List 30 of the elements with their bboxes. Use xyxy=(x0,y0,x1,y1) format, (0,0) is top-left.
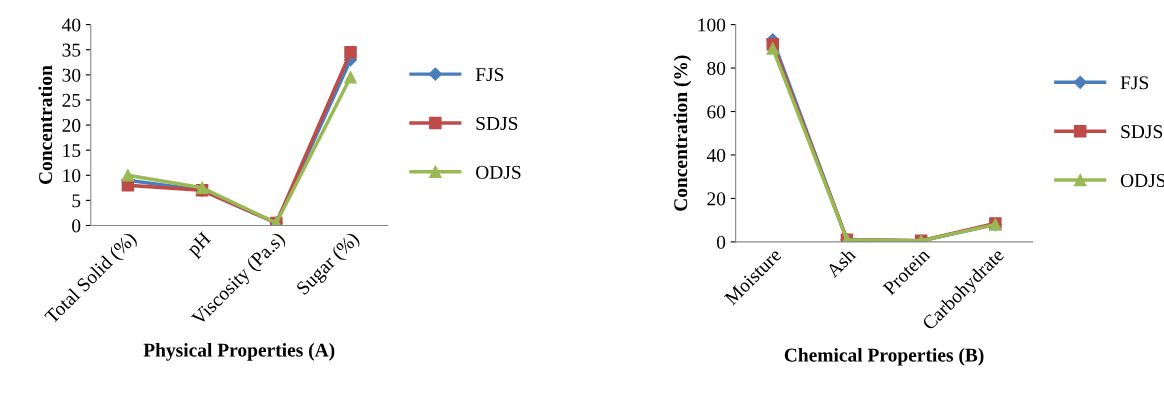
y-tick-label: 35 xyxy=(62,43,81,57)
y-tick-label: 25 xyxy=(62,93,81,107)
point xyxy=(766,42,780,55)
x-axis-title: Physical Properties (A) xyxy=(143,343,335,361)
y-tick-label: 10 xyxy=(63,169,81,183)
y-tick-label: 80 xyxy=(707,61,726,75)
y-tick-label: 40 xyxy=(62,18,81,32)
y-tick-label: 20 xyxy=(707,192,726,206)
point xyxy=(344,45,357,59)
x-axis-title: Chemical Properties (B) xyxy=(784,347,984,366)
y-tick-label: 0 xyxy=(72,219,81,233)
legend-label: FJS xyxy=(475,68,504,82)
y-tick-label: 100 xyxy=(698,18,726,32)
y-tick-label: 30 xyxy=(62,68,81,82)
y-axis-title: Concentration (%) xyxy=(673,55,692,211)
legend-label: FJS xyxy=(1120,76,1149,90)
point xyxy=(344,71,357,84)
y-tick-label: 60 xyxy=(707,105,726,119)
y-tick-label: 20 xyxy=(62,118,81,132)
x-tick-label: Ash xyxy=(824,246,857,279)
y-tick-label: 15 xyxy=(63,144,81,158)
y-axis-title: Concentration xyxy=(38,65,53,185)
legend-label: SDJS xyxy=(476,116,518,130)
point xyxy=(121,169,135,182)
y-tick-label: 0 xyxy=(716,235,726,249)
legend-label: SDJS xyxy=(1121,125,1163,139)
y-tick-label: 40 xyxy=(706,148,726,162)
y-tick-label: 5 xyxy=(72,194,81,208)
legend-label: ODJS xyxy=(476,165,521,179)
x-tick-label: pH xyxy=(186,231,215,260)
